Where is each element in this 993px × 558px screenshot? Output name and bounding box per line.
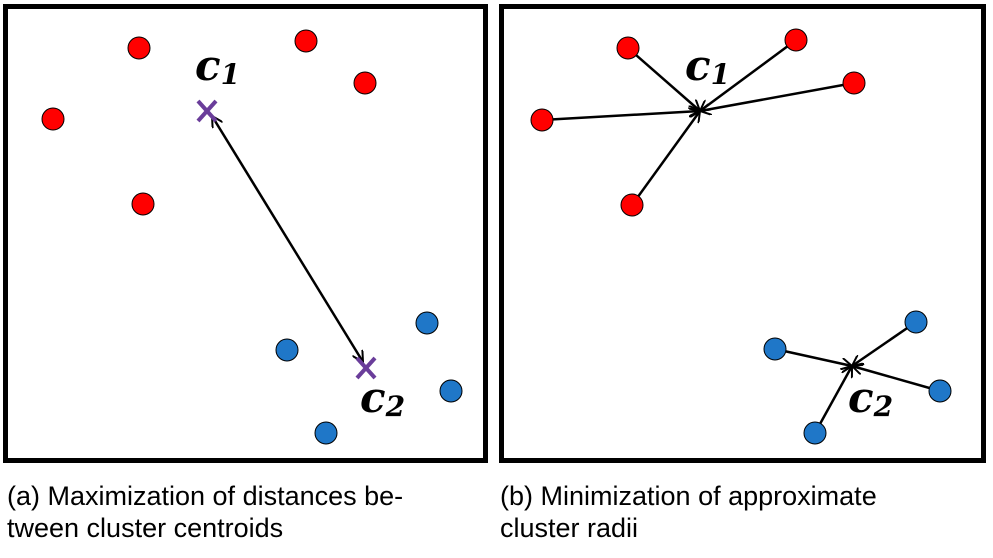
blue-point <box>314 421 338 445</box>
caption-a-line-1: (a) Maximization of distances be- <box>7 481 404 511</box>
red-point <box>620 193 644 217</box>
cluster-1-radius-lines <box>541 38 855 206</box>
blue-point <box>415 311 439 335</box>
red-point <box>784 28 808 52</box>
caption-b-line-2: cluster radii <box>500 513 639 543</box>
centroid-2-marker <box>355 356 377 380</box>
caption-b-word: of <box>698 481 721 511</box>
blue-point <box>904 310 928 334</box>
caption-a: (a) Maximization of distances be- tween … <box>7 480 497 544</box>
red-point <box>131 192 155 216</box>
centroid-1-marker <box>196 99 218 123</box>
red-point <box>353 71 377 95</box>
caption-b-word: approximate <box>728 481 877 511</box>
red-point <box>530 108 554 132</box>
centroid-2-label: c2 <box>360 373 405 423</box>
caption-b: (b) Minimization of approximate cluster … <box>500 480 988 544</box>
centroid-distance-arrow <box>212 116 363 362</box>
caption-a-line-2: tween cluster centroids <box>7 513 284 543</box>
caption-b-line-1: (b) Minimization of approximate <box>500 480 988 512</box>
red-point <box>127 36 151 60</box>
red-point <box>41 107 65 131</box>
red-point <box>294 29 318 53</box>
blue-point <box>928 379 952 403</box>
centroid-1-label: c1 <box>685 41 730 91</box>
caption-b-word: (b) <box>500 481 533 511</box>
cluster-2-radius-lines <box>774 320 941 434</box>
blue-point <box>763 337 787 361</box>
blue-point <box>803 421 827 445</box>
caption-b-word: Minimization <box>540 481 691 511</box>
centroid-2-label: c2 <box>848 373 893 423</box>
red-point <box>616 36 640 60</box>
blue-point <box>439 379 463 403</box>
red-point <box>842 71 866 95</box>
figure-canvas: c1 c2 c1 c2 <box>41 28 952 445</box>
centroid-1-label: c1 <box>195 41 240 91</box>
blue-point <box>275 338 299 362</box>
